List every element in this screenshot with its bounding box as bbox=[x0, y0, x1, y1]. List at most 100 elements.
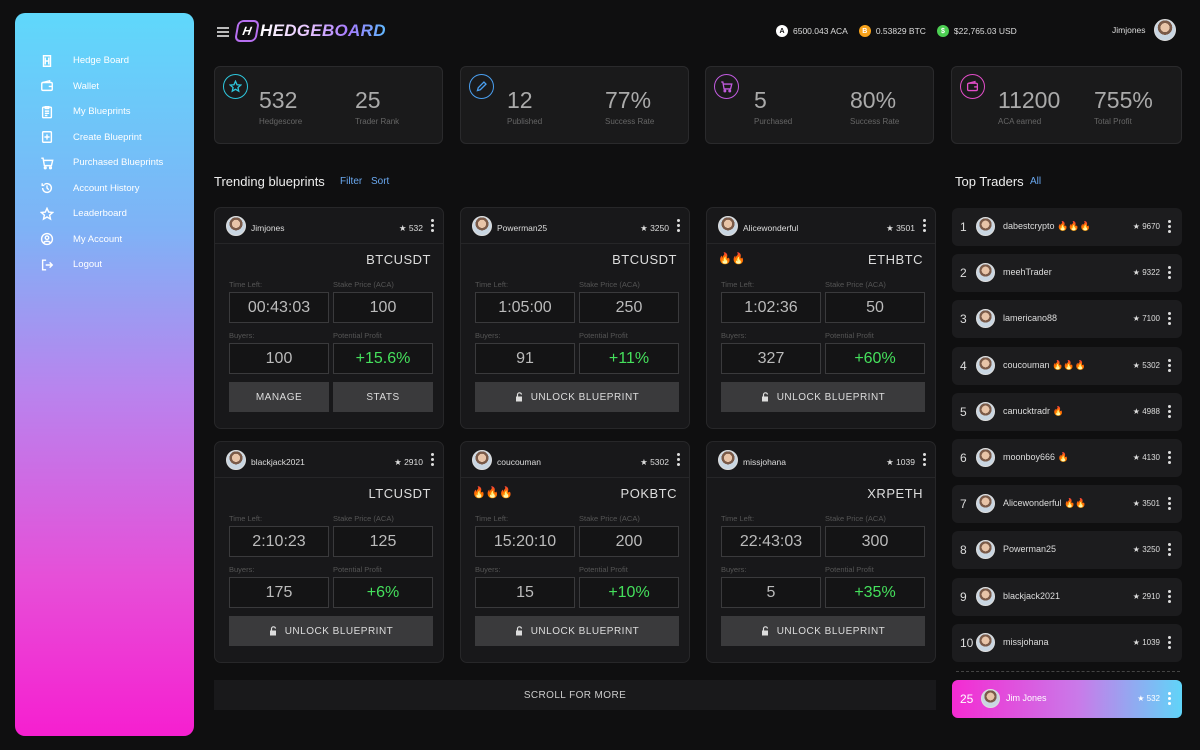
logout-icon bbox=[39, 257, 55, 273]
top-traders-title: Top Traders bbox=[955, 174, 1024, 189]
more-options-icon[interactable] bbox=[1168, 312, 1172, 326]
filter-link[interactable]: Filter bbox=[340, 176, 363, 187]
card-username[interactable]: Powerman25 bbox=[497, 223, 548, 233]
buyers-value: 100 bbox=[229, 343, 329, 374]
trader-row[interactable]: 2 meehTrader ★ 9322 bbox=[952, 254, 1182, 293]
star-icon: ★ bbox=[398, 223, 409, 233]
unlock-blueprint-button[interactable]: UNLOCK BLUEPRINT bbox=[475, 382, 679, 412]
more-options-icon[interactable] bbox=[1168, 692, 1172, 706]
hedgeboard-logo[interactable]: H HEDGEBOARD bbox=[234, 20, 386, 42]
more-options-icon[interactable] bbox=[1168, 266, 1172, 280]
sidebar-item-label: Leaderboard bbox=[73, 208, 127, 220]
hedgeboard-logo-icon bbox=[39, 53, 55, 69]
button-label: UNLOCK BLUEPRINT bbox=[776, 391, 886, 403]
cart-icon bbox=[714, 74, 739, 99]
unlock-blueprint-button[interactable]: UNLOCK BLUEPRINT bbox=[475, 616, 679, 646]
trader-score: ★ 3250 bbox=[1132, 545, 1160, 555]
field-label: Potential Profit bbox=[579, 331, 628, 340]
trader-row[interactable]: 1 dabestcrypto 🔥🔥🔥 ★ 9670 bbox=[952, 208, 1182, 246]
sidebar-item-hedge-board[interactable]: Hedge Board bbox=[39, 48, 189, 74]
sidebar-item-my-blueprints[interactable]: My Blueprints bbox=[39, 99, 189, 125]
field-label: Stake Price (ACA) bbox=[579, 280, 640, 289]
avatar[interactable] bbox=[472, 450, 492, 470]
my-rank-row[interactable]: 25 Jim Jones ★ 532 bbox=[952, 680, 1182, 718]
user-menu[interactable]: Jimjones bbox=[1112, 19, 1176, 41]
card-score: ★ 2910 bbox=[394, 457, 423, 467]
more-options-icon[interactable] bbox=[1168, 635, 1172, 650]
card-username[interactable]: coucouman bbox=[497, 457, 541, 467]
potential-profit-value: +35% bbox=[825, 577, 925, 608]
more-options-icon[interactable] bbox=[1168, 220, 1172, 234]
more-options-icon[interactable] bbox=[1168, 543, 1172, 557]
scroll-for-more-button[interactable]: SCROLL FOR MORE bbox=[214, 680, 936, 710]
more-options-icon[interactable] bbox=[1168, 451, 1172, 465]
card-username[interactable]: blackjack2021 bbox=[251, 457, 305, 467]
balance-usd: $ $22,765.03 USD bbox=[936, 25, 1017, 37]
sidebar-item-wallet[interactable]: Wallet bbox=[39, 74, 189, 100]
card-username[interactable]: Alicewonderful bbox=[743, 223, 799, 233]
avatar[interactable] bbox=[226, 216, 246, 236]
sort-link[interactable]: Sort bbox=[371, 176, 390, 187]
field-label: Stake Price (ACA) bbox=[825, 514, 886, 523]
avatar[interactable] bbox=[718, 450, 738, 470]
field-label: Time Left: bbox=[475, 280, 509, 289]
stat-value: 11200 bbox=[998, 87, 1061, 113]
trading-pair: ETHBTC bbox=[868, 252, 923, 267]
balance-value: $22,765.03 USD bbox=[953, 26, 1017, 36]
more-options-icon[interactable] bbox=[677, 453, 681, 467]
trader-rank: 2 bbox=[960, 266, 967, 281]
hamburger-menu-icon[interactable] bbox=[217, 27, 229, 37]
field-label: Potential Profit bbox=[825, 331, 874, 340]
star-icon bbox=[39, 206, 55, 222]
trader-row[interactable]: 7 Alicewonderful 🔥🔥 ★ 3501 bbox=[952, 485, 1182, 524]
more-options-icon[interactable] bbox=[431, 453, 435, 467]
more-options-icon[interactable] bbox=[677, 219, 681, 233]
unlock-blueprint-button[interactable]: UNLOCK BLUEPRINT bbox=[721, 382, 925, 412]
card-header: missjohana ★ 1039 bbox=[707, 442, 935, 478]
avatar[interactable] bbox=[718, 216, 738, 236]
more-options-icon[interactable] bbox=[1168, 404, 1172, 419]
trader-row[interactable]: 4 coucouman 🔥🔥🔥 ★ 5302 bbox=[952, 346, 1182, 385]
avatar[interactable] bbox=[226, 450, 246, 470]
trader-rank: 3 bbox=[960, 312, 967, 327]
trader-row[interactable]: 3 lamericano88 ★ 7100 bbox=[952, 300, 1182, 339]
trader-row[interactable]: 8 Powerman25 ★ 3250 bbox=[952, 531, 1182, 570]
balance-value: 6500.043 ACA bbox=[793, 26, 848, 36]
all-traders-link[interactable]: All bbox=[1030, 176, 1042, 187]
trader-name: missjohana bbox=[1003, 636, 1049, 647]
avatar bbox=[976, 448, 995, 467]
trader-row[interactable]: 5 canucktradr 🔥 ★ 4988 bbox=[952, 392, 1182, 431]
card-username[interactable]: missjohana bbox=[743, 457, 786, 467]
stat-card-published: 12 Published 77% Success Rate bbox=[460, 66, 689, 144]
sidebar-item-leaderboard[interactable]: Leaderboard bbox=[39, 201, 189, 227]
stat-label: Hedgescore bbox=[259, 117, 303, 126]
unlock-blueprint-button[interactable]: UNLOCK BLUEPRINT bbox=[721, 616, 925, 646]
stats-button[interactable]: STATS bbox=[333, 382, 433, 412]
sidebar-item-purchased-blueprints[interactable]: Purchased Blueprints bbox=[39, 150, 189, 176]
trader-row[interactable]: 10 missjohana ★ 1039 bbox=[952, 623, 1182, 662]
sidebar-item-logout[interactable]: Logout bbox=[39, 252, 189, 278]
more-options-icon[interactable] bbox=[1168, 589, 1172, 604]
more-options-icon[interactable] bbox=[923, 219, 927, 233]
card-username[interactable]: Jimjones bbox=[251, 223, 285, 233]
wallet-icon bbox=[39, 78, 55, 94]
sidebar-item-account-history[interactable]: Account History bbox=[39, 176, 189, 202]
more-options-icon[interactable] bbox=[431, 219, 435, 233]
field-label: Stake Price (ACA) bbox=[579, 514, 640, 523]
sidebar-item-my-account[interactable]: My Account bbox=[39, 227, 189, 253]
cart-icon bbox=[39, 155, 55, 171]
trader-row[interactable]: 6 moonboy666 🔥 ★ 4130 bbox=[952, 439, 1182, 477]
more-options-icon[interactable] bbox=[923, 453, 927, 467]
stat-value: 25 bbox=[355, 87, 381, 113]
more-options-icon[interactable] bbox=[1168, 497, 1172, 511]
sidebar-item-create-blueprint[interactable]: Create Blueprint bbox=[39, 125, 189, 151]
trader-row[interactable]: 9 blackjack2021 ★ 2910 bbox=[952, 577, 1182, 616]
avatar[interactable] bbox=[472, 216, 492, 236]
btc-coin-icon: B bbox=[858, 25, 871, 37]
more-options-icon[interactable] bbox=[1168, 358, 1172, 373]
manage-button[interactable]: MANAGE bbox=[229, 382, 329, 412]
unlock-blueprint-button[interactable]: UNLOCK BLUEPRINT bbox=[229, 616, 433, 646]
buyers-value: 15 bbox=[475, 577, 575, 608]
field-label: Time Left: bbox=[475, 514, 509, 523]
usd-coin-icon: $ bbox=[936, 25, 949, 37]
